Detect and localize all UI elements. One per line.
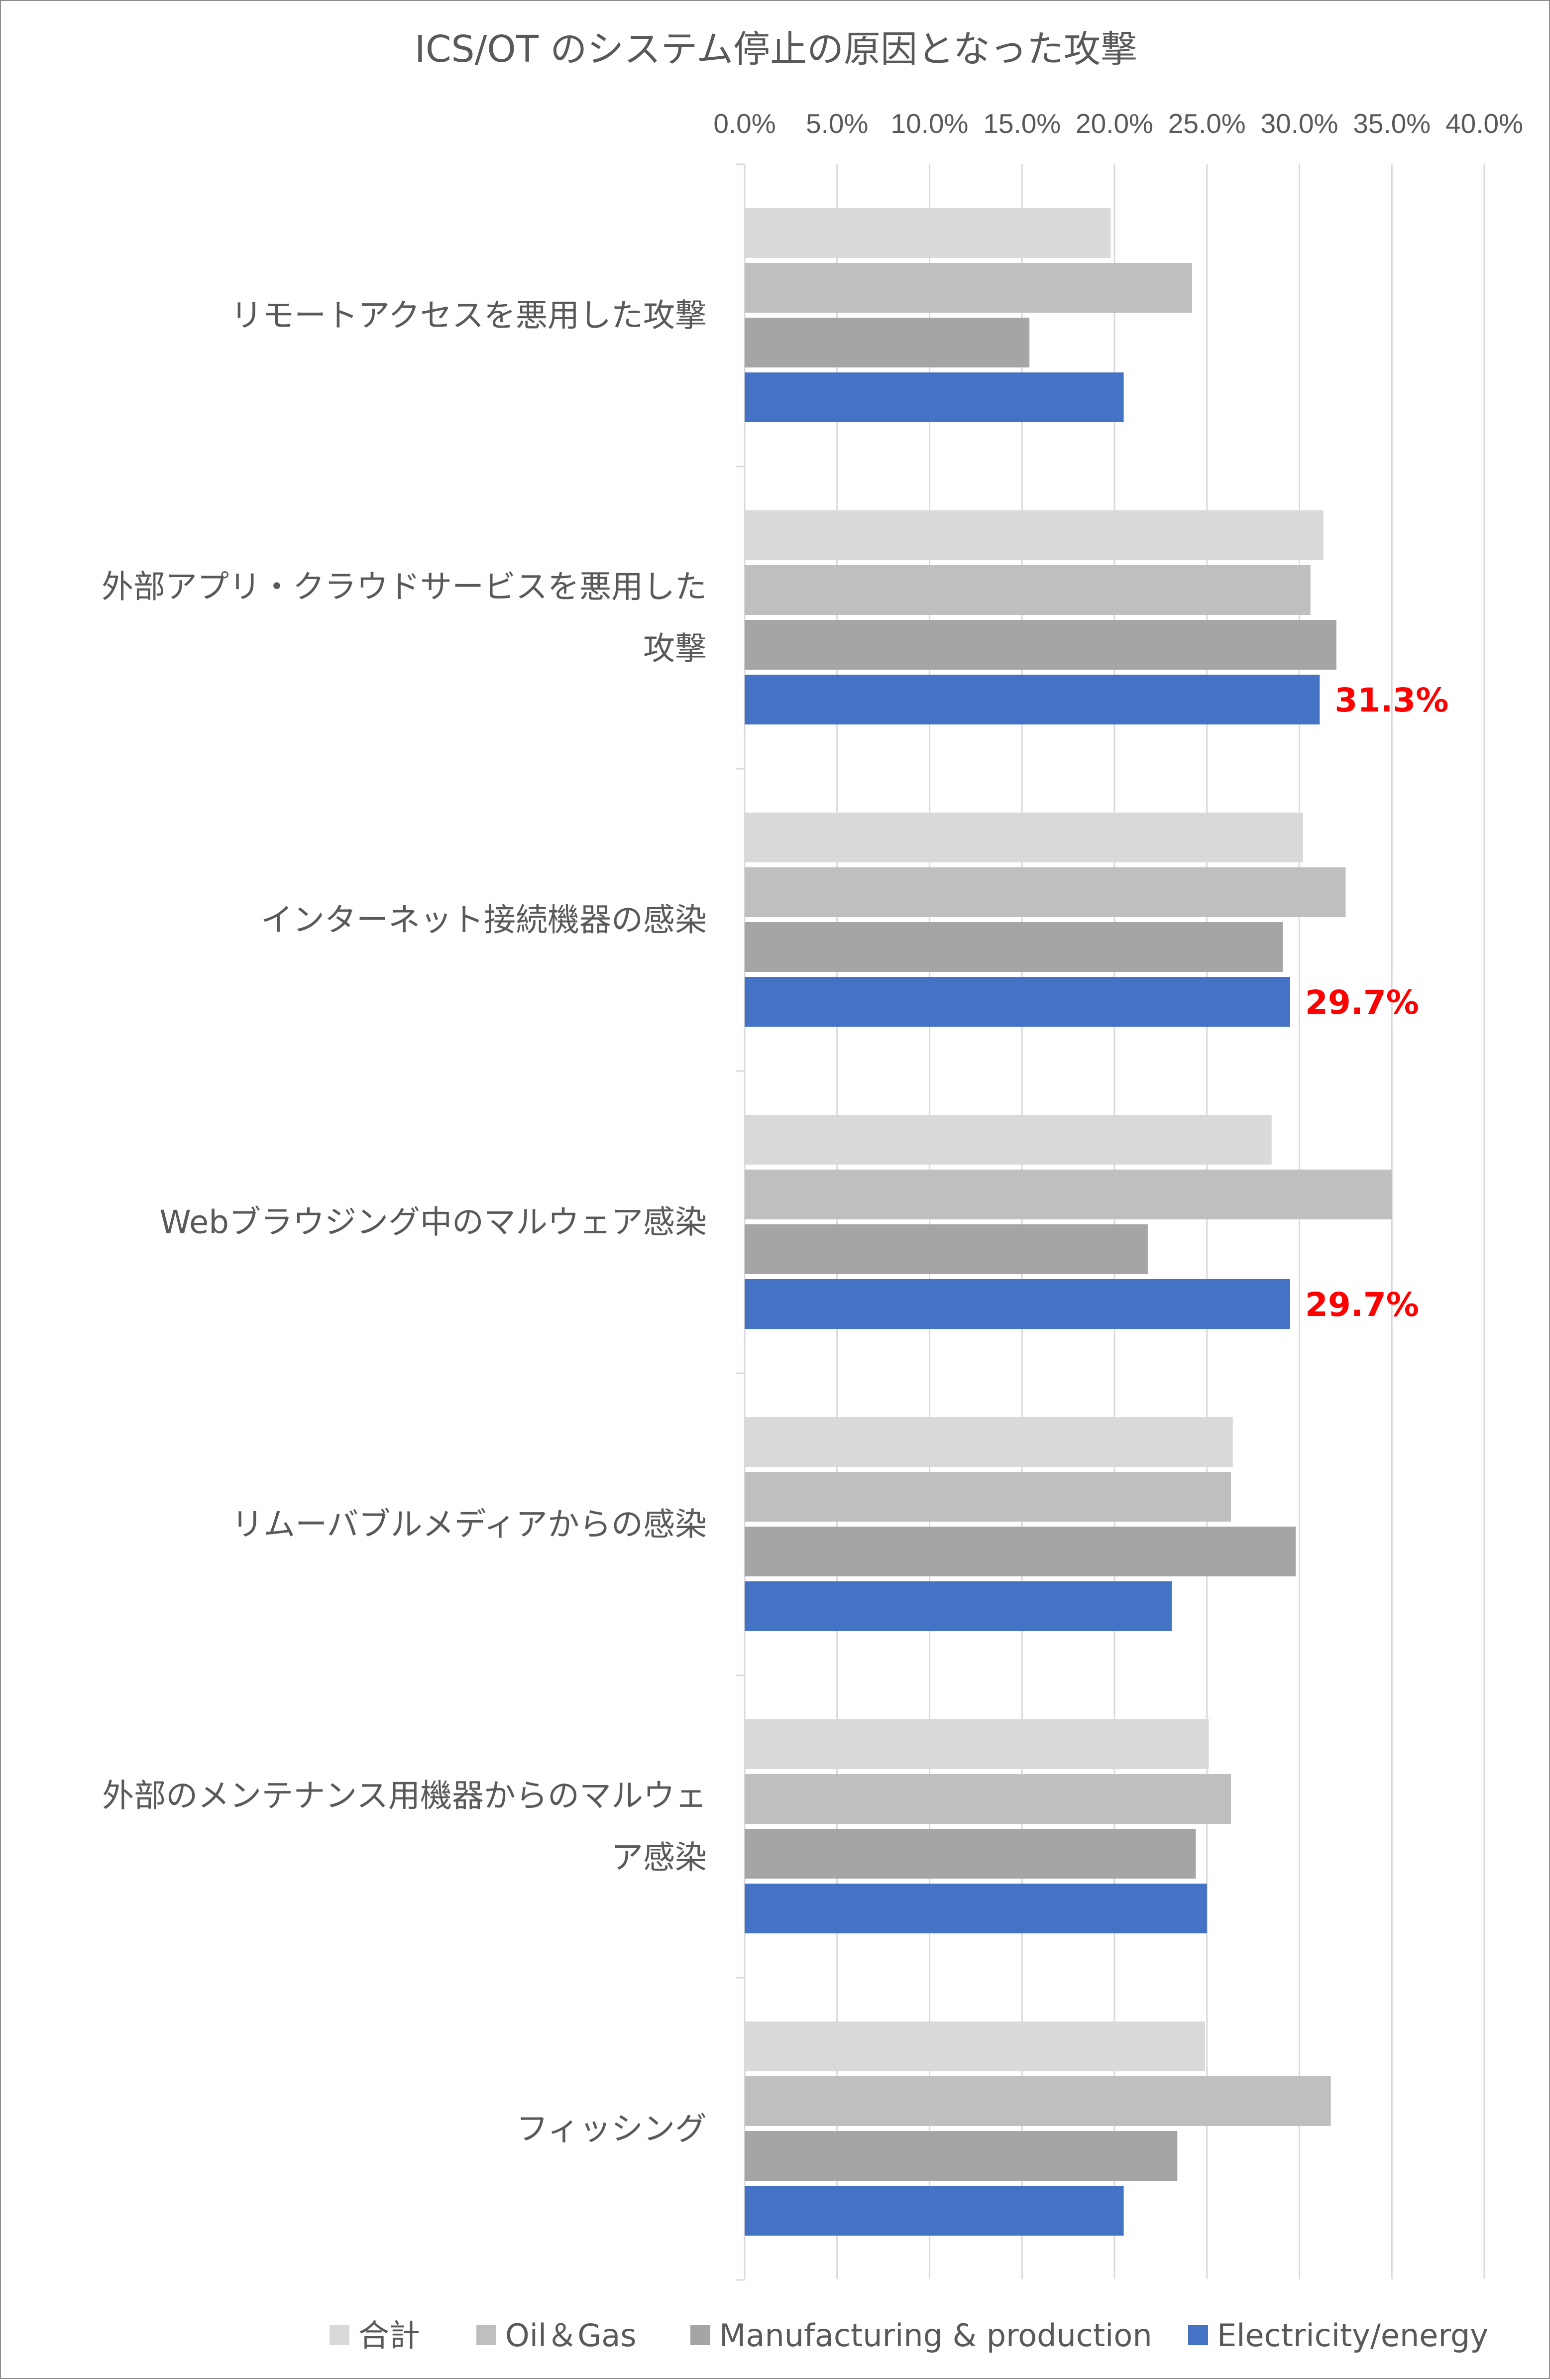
bar-2-1: [745, 263, 1193, 313]
bars: [745, 208, 1392, 2236]
category-label: リモートアクセスを悪用した攻撃: [230, 298, 707, 335]
bar-2-2: [745, 565, 1311, 615]
bar-2-7: [745, 2076, 1331, 2126]
category-labels: リモートアクセスを悪用した攻撃外部アプリ・クラウドサービスを悪用した攻撃インター…: [102, 298, 707, 2148]
bar-1-4: [745, 1115, 1272, 1165]
category-label: 外部のメンテナンス用機器からのマルウェ: [102, 1778, 707, 1815]
x-tick-label: 25.0%: [1168, 108, 1246, 139]
x-tick-label: 5.0%: [806, 108, 868, 139]
bar-3-6: [745, 1829, 1196, 1879]
legend-label: Electricity/energy: [1217, 2317, 1488, 2354]
data-label: 29.7%: [1305, 1286, 1419, 1324]
legend: 合計 Oil＆Gas Manufacturing & production Elect…: [330, 2317, 1488, 2354]
bar-4-1: [745, 372, 1124, 422]
bar-4-7: [745, 2186, 1124, 2236]
legend-swatch: [476, 2325, 496, 2345]
x-tick-label: 20.0%: [1076, 108, 1153, 139]
legend-label: Manufacturing & production: [719, 2317, 1152, 2354]
bar-1-7: [745, 2022, 1206, 2071]
x-tick-label: 35.0%: [1353, 108, 1431, 139]
bar-1-3: [745, 813, 1303, 862]
bar-1-1: [745, 208, 1111, 258]
bar-3-5: [745, 1527, 1296, 1576]
bar-4-4: [745, 1279, 1290, 1329]
bar-2-4: [745, 1170, 1392, 1219]
legend-swatch: [1188, 2325, 1208, 2345]
bar-4-6: [745, 1884, 1207, 1933]
bar-1-2: [745, 510, 1324, 560]
bar-4-2: [745, 675, 1320, 724]
legend-label: 合計: [358, 2317, 420, 2354]
chart-title: ICS/OT のシステム停止の原因となった攻撃: [415, 28, 1137, 71]
bar-2-6: [745, 1774, 1231, 1824]
bar-3-7: [745, 2131, 1178, 2181]
x-tick-label: 15.0%: [983, 108, 1061, 139]
data-labels: 31.3% 29.7% 29.7%: [1305, 681, 1448, 1324]
category-label: リムーバブルメディアからの感染: [231, 1507, 707, 1544]
x-axis-ticks: 0.0% 5.0% 10.0% 15.0% 20.0% 25.0% 30.0% 35.0% 40…: [713, 108, 1523, 139]
legend-swatch: [330, 2325, 349, 2345]
bar-4-3: [745, 977, 1290, 1027]
gridlines: [736, 163, 1485, 2281]
category-label: ア感染: [611, 1840, 707, 1877]
category-label: 攻撃: [643, 631, 707, 668]
category-label: Webブラウジング中のマルウェア感染: [159, 1204, 707, 1241]
category-label: フィッシング: [516, 2111, 707, 2148]
bar-3-1: [745, 318, 1030, 367]
x-tick-label: 30.0%: [1261, 108, 1338, 139]
bar-3-4: [745, 1224, 1148, 1274]
category-label: インターネット接続機器の感染: [261, 902, 707, 939]
x-tick-label: 0.0%: [713, 108, 775, 139]
bar-2-5: [745, 1472, 1231, 1522]
legend-swatch: [690, 2325, 710, 2345]
data-label: 29.7%: [1305, 983, 1419, 1022]
x-tick-label: 40.0%: [1445, 108, 1523, 139]
bar-4-5: [745, 1581, 1172, 1631]
bar-1-5: [745, 1417, 1233, 1467]
data-label: 31.3%: [1334, 681, 1448, 719]
legend-label: Oil＆Gas: [505, 2317, 637, 2354]
bar-3-3: [745, 922, 1283, 972]
bar-2-3: [745, 867, 1346, 917]
x-tick-label: 10.0%: [891, 108, 969, 139]
category-label: 外部アプリ・クラウドサービスを悪用した: [102, 569, 707, 606]
bar-1-6: [745, 1719, 1209, 1769]
bar-3-2: [745, 620, 1336, 670]
